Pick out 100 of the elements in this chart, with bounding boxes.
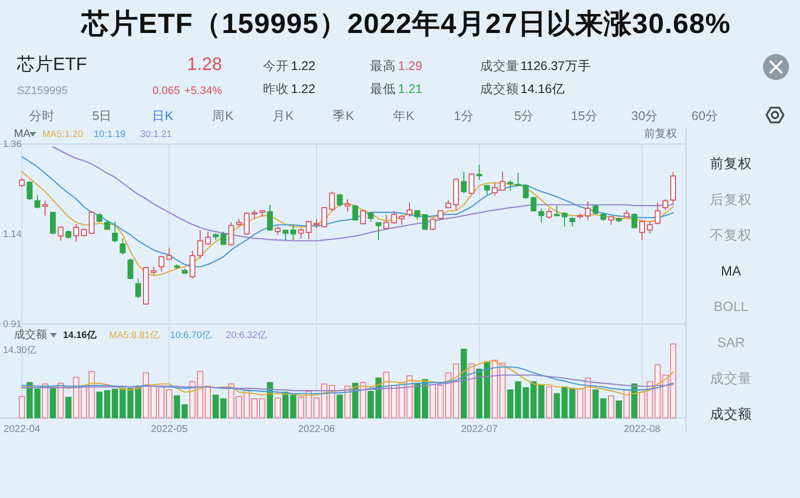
text: 1.22: [291, 82, 316, 96]
line-series: [52, 146, 674, 242]
bar: [360, 382, 366, 418]
candlestick: [445, 200, 452, 209]
y-tick-label: 1.36: [3, 138, 22, 150]
bar: [616, 400, 622, 418]
candlestick: [624, 210, 630, 218]
text: 5分: [514, 109, 534, 123]
bar: [34, 388, 40, 418]
candlestick: [460, 171, 467, 194]
candlestick: [58, 226, 64, 242]
bar: [336, 394, 343, 418]
bar: [577, 388, 584, 418]
candlestick: [274, 226, 281, 236]
bar: [468, 364, 475, 418]
text: 15分: [571, 109, 598, 123]
candlestick: [112, 221, 118, 243]
bar: [592, 389, 599, 418]
text: BOLL: [714, 298, 749, 314]
bar: [344, 386, 351, 418]
candlestick: [267, 204, 273, 232]
candlestick: [18, 178, 25, 188]
text: 14.16亿: [63, 328, 98, 340]
bar: [639, 392, 646, 418]
text: MA: [720, 262, 742, 278]
candlestick: [236, 218, 242, 228]
candlestick: [554, 205, 560, 217]
candlestick: [150, 266, 157, 276]
x-tick-label: 2022-04: [4, 424, 41, 434]
candlestick: [135, 278, 142, 299]
bar: [73, 376, 80, 418]
bar: [65, 396, 72, 418]
text: 0.065: [152, 85, 180, 97]
text: 成交额: [710, 406, 752, 422]
text: +5.34%: [184, 85, 222, 97]
text: SZ159995: [17, 85, 68, 97]
candlestick: [50, 211, 56, 235]
candlestick: [562, 212, 568, 228]
bar: [600, 398, 606, 418]
text: 最低: [370, 82, 396, 96]
bar: [50, 387, 56, 418]
candlestick: [65, 230, 72, 239]
candlestick: [344, 198, 350, 212]
candlestick: [608, 215, 614, 226]
candlestick: [654, 202, 661, 225]
candlestick: [592, 204, 598, 215]
candlestick: [228, 222, 234, 246]
candlestick: [197, 230, 204, 259]
text: 5日: [92, 109, 112, 123]
candlestick: [252, 210, 258, 220]
candlestick: [26, 180, 33, 200]
candlestick: [492, 182, 498, 196]
candlestick: [143, 266, 149, 306]
candlestick: [522, 184, 529, 200]
bar: [274, 398, 281, 418]
candlestick: [329, 191, 335, 210]
text: 30:1.21: [140, 128, 172, 140]
candlestick: [306, 220, 312, 240]
bar: [18, 396, 25, 418]
candlestick: [631, 212, 638, 229]
candlestick: [166, 247, 172, 260]
candlestick: [205, 231, 211, 246]
candlestick: [314, 218, 320, 229]
line-series: [21, 171, 674, 276]
text: 成交量: [480, 58, 519, 73]
text: 日K: [152, 109, 174, 123]
legend-title: MA: [14, 128, 32, 140]
bar: [608, 395, 614, 418]
text: 月K: [272, 109, 294, 123]
text: 1126.37万手: [520, 59, 591, 73]
text: 1.28: [186, 54, 222, 74]
candlestick: [376, 222, 382, 240]
candlestick: [616, 217, 622, 223]
text: 1分: [454, 109, 474, 123]
text: 前复权: [644, 128, 677, 140]
candlestick: [406, 202, 412, 218]
x-tick-label: 2022-06: [298, 424, 336, 434]
candlestick: [577, 213, 583, 220]
text: 成交额: [480, 81, 519, 96]
text: 后复权: [710, 191, 752, 206]
candlestick: [468, 172, 474, 194]
text: 30分: [631, 109, 658, 123]
candlestick: [383, 214, 390, 230]
candlestick: [600, 212, 606, 222]
candlestick: [298, 228, 304, 239]
text: MA5:1.20: [42, 128, 83, 140]
x-tick-label: 2022-05: [150, 424, 188, 434]
candlestick: [360, 210, 366, 225]
candlestick: [336, 194, 343, 208]
text: 20:6.32亿: [226, 330, 268, 340]
text: MA5:8.81亿: [109, 330, 160, 340]
candlestick: [34, 194, 40, 209]
candlestick: [368, 211, 374, 222]
candlestick: [670, 172, 676, 204]
candlestick: [430, 218, 436, 231]
candlestick: [190, 250, 196, 279]
candlestick: [104, 220, 110, 230]
text: SAR: [717, 334, 746, 350]
candlestick: [290, 224, 296, 240]
bar: [546, 386, 552, 418]
